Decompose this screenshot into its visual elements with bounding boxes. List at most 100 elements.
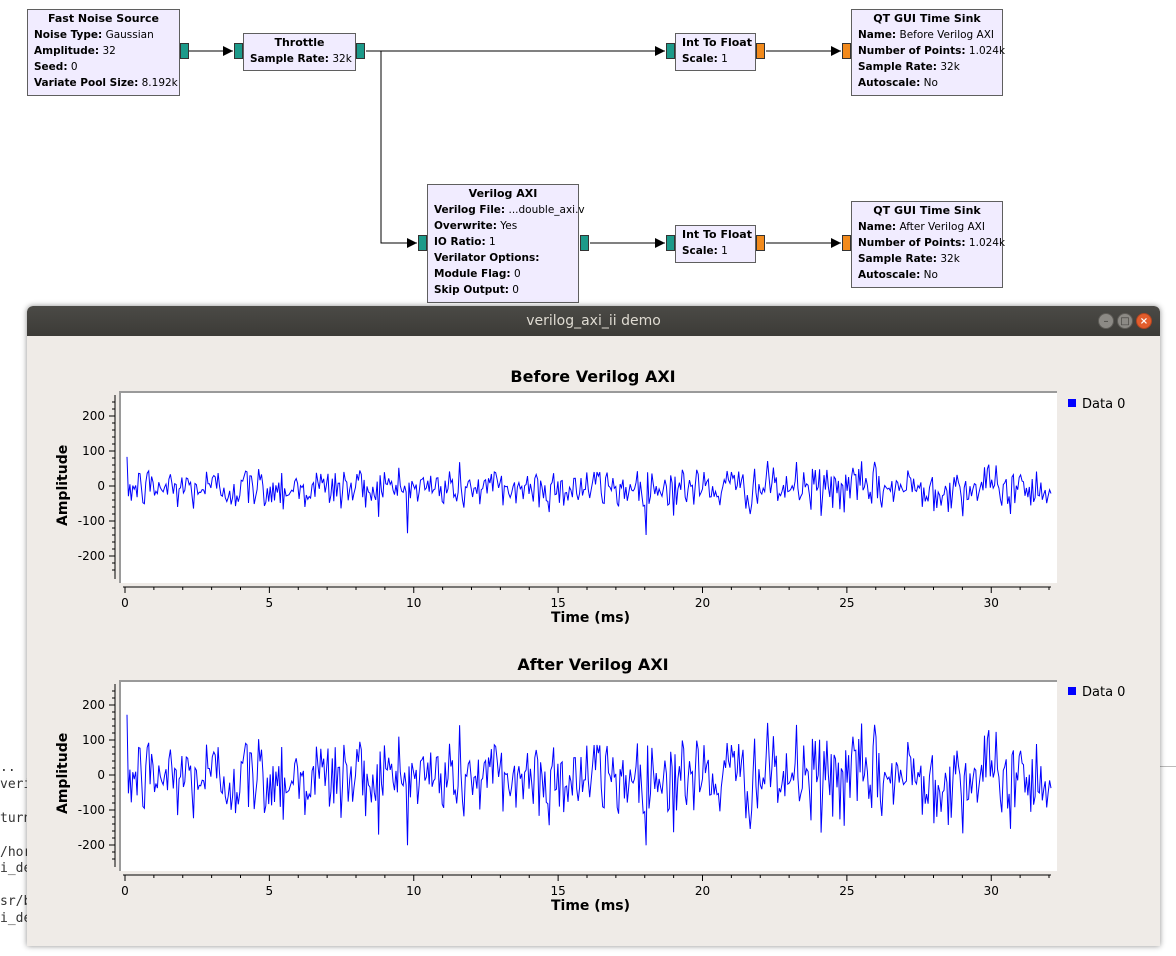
- block-title: Int To Float: [682, 228, 752, 241]
- y-tick-label: 0: [97, 768, 105, 782]
- block-throttle[interactable]: Throttle Sample Rate: 32k: [243, 33, 356, 71]
- x-tick-label: 30: [984, 596, 999, 610]
- block-title: QT GUI Time Sink: [873, 204, 981, 217]
- y-tick-label: 0: [97, 479, 105, 493]
- plot-canvas[interactable]: [119, 680, 1057, 871]
- param-row: Variate Pool Size: 8.192k: [34, 77, 178, 89]
- block-int-to-float-top[interactable]: Int To Float Scale: 1: [675, 33, 756, 71]
- port-throttle-out[interactable]: [356, 43, 365, 59]
- x-tick-label: 25: [839, 596, 854, 610]
- plot-trace-area: [126, 714, 1052, 846]
- x-tick-label: 15: [550, 884, 565, 898]
- plot-axes: 200 100 0 -100 -200 0 5 10 15 20 25 30: [78, 395, 1051, 610]
- minimize-icon[interactable]: –: [1098, 313, 1114, 329]
- y-tick-label: 200: [82, 409, 105, 423]
- y-tick-label: 100: [82, 733, 105, 747]
- legend-swatch: [1068, 687, 1076, 695]
- param-row: Verilator Options:: [434, 252, 540, 264]
- port-i2f-bot-in[interactable]: [666, 235, 675, 251]
- terminal-line: i_de: [0, 911, 32, 926]
- block-int-to-float-bottom[interactable]: Int To Float Scale: 1: [675, 225, 756, 263]
- port-verilog-out[interactable]: [580, 235, 589, 251]
- plot-axes: 200 100 0 -100 -200 0 5 10 15 20 25 30: [78, 684, 1051, 898]
- param-row: Amplitude: 32: [34, 45, 116, 57]
- param-row: Sample Rate: 32k: [250, 53, 352, 65]
- y-tick-label: -200: [78, 838, 105, 852]
- data-0-trace: [126, 456, 1052, 536]
- x-tick-label: 0: [121, 596, 129, 610]
- block-qt-gui-time-sink-bottom[interactable]: QT GUI Time Sink Name: After Verilog AXI…: [851, 201, 1006, 288]
- param-row: Number of Points: 1.024k: [858, 45, 1006, 57]
- x-tick-label: 25: [839, 884, 854, 898]
- block-title: Throttle: [274, 36, 325, 49]
- flowgraph-connections: [189, 46, 841, 248]
- block-fast-noise-source[interactable]: Fast Noise Source Noise Type: Gaussian A…: [27, 9, 180, 96]
- block-qt-gui-time-sink-top[interactable]: QT GUI Time Sink Name: Before Verilog AX…: [851, 9, 1006, 96]
- y-tick-label: -200: [78, 549, 105, 563]
- port-i2f-top-out[interactable]: [756, 43, 765, 59]
- block-title: Int To Float: [682, 36, 752, 49]
- background-terminal[interactable]: .. veril turn /hor i_de sr/b i_de: [0, 760, 39, 940]
- param-row: Sample Rate: 32k: [858, 61, 960, 73]
- qt-gui-window[interactable]: verilog_axi_ii demo – □ × Before Verilog…: [27, 306, 1160, 946]
- x-tick-label: 30: [984, 884, 999, 898]
- x-tick-label: 10: [406, 884, 421, 898]
- param-row: Verilog File: ...double_axi.v: [434, 204, 585, 216]
- x-tick-label: 5: [266, 884, 274, 898]
- window-title: verilog_axi_ii demo: [526, 313, 661, 329]
- terminal-line: sr/b: [0, 894, 32, 909]
- terminal-line: ..: [0, 760, 16, 775]
- param-row: Autoscale: No: [858, 269, 938, 281]
- x-tick-label: 0: [121, 884, 129, 898]
- param-row: IO Ratio: 1: [434, 236, 496, 248]
- block-title: Fast Noise Source: [47, 12, 159, 25]
- block-title: QT GUI Time Sink: [873, 12, 981, 25]
- plot-title: Before Verilog AXI: [510, 367, 676, 386]
- data-0-trace: [126, 714, 1052, 846]
- param-row: Scale: 1: [682, 245, 728, 257]
- terminal-line: turn: [0, 811, 32, 826]
- x-tick-label: 20: [695, 596, 710, 610]
- connection-throttle-verilog: [380, 51, 417, 248]
- x-axis-label: Time (ms): [551, 898, 631, 914]
- legend-entry[interactable]: Data 0: [1068, 685, 1125, 700]
- x-tick-label: 15: [550, 596, 565, 610]
- plot-trace-area: [126, 456, 1052, 536]
- y-tick-label: -100: [78, 803, 105, 817]
- plot-canvas[interactable]: [119, 391, 1057, 583]
- y-axis-label: Amplitude: [55, 732, 71, 814]
- x-tick-label: 5: [266, 596, 274, 610]
- background-window-edge: [1160, 766, 1176, 767]
- x-tick-label: 20: [695, 884, 710, 898]
- param-row: Name: After Verilog AXI: [858, 221, 985, 233]
- x-tick-label: 10: [406, 596, 421, 610]
- y-tick-label: 100: [82, 444, 105, 458]
- legend-swatch: [1068, 399, 1076, 407]
- terminal-line: i_de: [0, 861, 32, 876]
- port-sink-top-in[interactable]: [842, 43, 851, 59]
- port-sink-bot-in[interactable]: [842, 235, 851, 251]
- y-tick-label: 200: [82, 698, 105, 712]
- block-title: Verilog AXI: [468, 187, 538, 200]
- port-throttle-in[interactable]: [234, 43, 243, 59]
- port-verilog-in[interactable]: [418, 235, 427, 251]
- port-i2f-top-in[interactable]: [666, 43, 675, 59]
- param-row: Overwrite: Yes: [434, 220, 518, 232]
- param-row: Seed: 0: [34, 61, 78, 73]
- param-row: Skip Output: 0: [434, 284, 519, 296]
- param-row: Noise Type: Gaussian: [34, 29, 154, 41]
- port-i2f-bot-out[interactable]: [756, 235, 765, 251]
- param-row: Name: Before Verilog AXI: [858, 29, 995, 41]
- block-verilog-axi[interactable]: Verilog AXI Verilog File: ...double_axi.…: [427, 184, 585, 303]
- param-row: Module Flag: 0: [434, 268, 521, 280]
- x-axis-label: Time (ms): [551, 610, 631, 626]
- maximize-icon[interactable]: □: [1117, 313, 1133, 329]
- port-noise-out[interactable]: [180, 43, 189, 59]
- param-row: Number of Points: 1.024k: [858, 237, 1006, 249]
- window-titlebar[interactable]: verilog_axi_ii demo – □ ×: [27, 306, 1160, 336]
- close-icon[interactable]: ×: [1136, 313, 1152, 329]
- legend-entry[interactable]: Data 0: [1068, 397, 1125, 412]
- param-row: Sample Rate: 32k: [858, 253, 960, 265]
- plot-title: After Verilog AXI: [517, 655, 669, 674]
